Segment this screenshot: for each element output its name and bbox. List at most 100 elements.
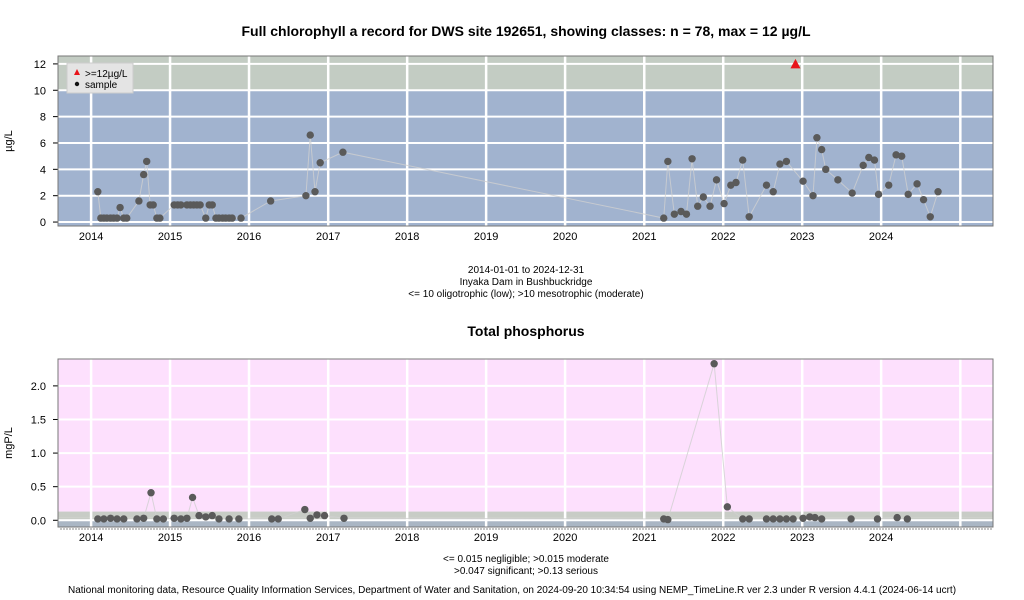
sample-point	[133, 515, 141, 523]
y-tick-label: 1.5	[31, 414, 46, 426]
sample-point	[177, 515, 185, 523]
x-tick-label: 2018	[395, 231, 419, 243]
phosphorus-class-note-2: >0.047 significant; >0.13 serious	[454, 566, 598, 577]
sample-point	[762, 515, 771, 523]
sample-point	[196, 201, 204, 209]
trend-line	[97, 363, 908, 521]
phosphorus-chart: 2014 2015 2016 2017 2018 2019 2020 2021 2022 2023…	[3, 358, 994, 544]
sample-point	[153, 515, 161, 523]
sample-point	[670, 210, 679, 218]
sample-point	[712, 176, 721, 184]
sample-point	[789, 515, 797, 523]
sample-point	[893, 513, 901, 522]
x-tick-label: 2021	[632, 532, 656, 544]
legend-circle-icon	[74, 81, 80, 87]
sample-point	[919, 195, 928, 204]
sample-point	[732, 178, 740, 187]
sample-point	[809, 191, 817, 200]
x-tick-label: 2018	[395, 532, 419, 544]
sample-point	[688, 155, 696, 163]
sample-point	[664, 515, 672, 524]
sample-point	[106, 514, 115, 522]
x-tick-label: 2022	[711, 532, 735, 544]
y-tick-label: 6	[40, 138, 46, 150]
sample-point	[113, 214, 121, 222]
x-tick-label: 2017	[316, 532, 340, 544]
sample-point	[316, 159, 324, 167]
sample-point	[237, 214, 245, 222]
sample-point	[847, 515, 855, 523]
sample-point	[926, 213, 934, 221]
high-value-point	[790, 58, 801, 69]
sample-point	[865, 153, 873, 162]
sample-point	[720, 199, 728, 208]
sample-point	[813, 134, 821, 142]
class-band-2	[58, 511, 993, 518]
sample-point	[266, 197, 275, 205]
y-tick-label: 2	[40, 191, 46, 203]
plot-frame	[57, 358, 994, 528]
sample-point	[710, 360, 718, 368]
y-tick-label: 8	[40, 112, 46, 124]
sample-point	[664, 157, 672, 166]
sample-point	[123, 214, 131, 222]
sample-point	[113, 515, 121, 523]
sample-point	[339, 148, 347, 156]
sample-point	[311, 188, 319, 196]
sample-point	[202, 513, 210, 521]
sample-point	[660, 214, 668, 222]
sample-point	[208, 201, 216, 209]
sample-point	[848, 189, 856, 197]
x-tick-label: 2015	[158, 532, 182, 544]
sample-point	[834, 176, 842, 184]
sample-point	[745, 515, 753, 523]
x-tick-label: 2021	[632, 231, 656, 243]
x-tick-label: 2024	[869, 532, 893, 544]
sample-point	[769, 515, 777, 523]
x-tick-label: 2014	[79, 532, 103, 544]
sample-point	[817, 515, 826, 523]
legend-triangle-icon	[74, 69, 80, 75]
x-tick-label: 2016	[237, 231, 261, 243]
sample-point	[694, 202, 702, 210]
sample-point	[225, 515, 233, 523]
sample-point	[782, 515, 791, 523]
sample-point	[903, 515, 912, 523]
sample-point	[723, 503, 732, 511]
phosphorus-chart-title: Total phosphorus	[467, 323, 584, 339]
sample-point	[745, 213, 753, 221]
sample-point	[94, 515, 102, 523]
x-tick-label: 2019	[474, 532, 498, 544]
sample-point	[188, 493, 197, 502]
sample-point	[170, 514, 178, 522]
sample-point	[139, 170, 148, 179]
sample-point	[302, 191, 310, 200]
sample-point	[116, 203, 124, 212]
sample-point	[873, 515, 882, 523]
x-tick-label: 2017	[316, 231, 340, 243]
legend-label-sample: sample	[85, 80, 118, 91]
sample-point	[195, 511, 203, 520]
sample-point	[892, 151, 900, 159]
chlorophyll-site-name: Inyaka Dam in Bushbuckridge	[460, 277, 593, 288]
x-tick-label: 2022	[711, 231, 735, 243]
class-band-3	[58, 359, 993, 512]
sample-point	[159, 515, 168, 523]
sample-point	[699, 193, 708, 201]
sample-point	[120, 515, 128, 523]
sample-point	[934, 188, 942, 196]
footer-credit: National monitoring data, Resource Quali…	[67, 585, 957, 596]
sample-point	[274, 515, 282, 523]
sample-point	[706, 202, 714, 210]
sample-point	[885, 181, 893, 189]
sample-point	[799, 177, 807, 185]
x-tick-label: 2020	[553, 532, 577, 544]
sample-point	[870, 156, 879, 164]
sample-point	[799, 514, 807, 522]
sample-point	[306, 514, 314, 522]
sample-point	[859, 161, 867, 170]
legend-box	[66, 62, 134, 94]
x-tick-label: 2020	[553, 231, 577, 243]
class-band-1	[58, 56, 993, 91]
